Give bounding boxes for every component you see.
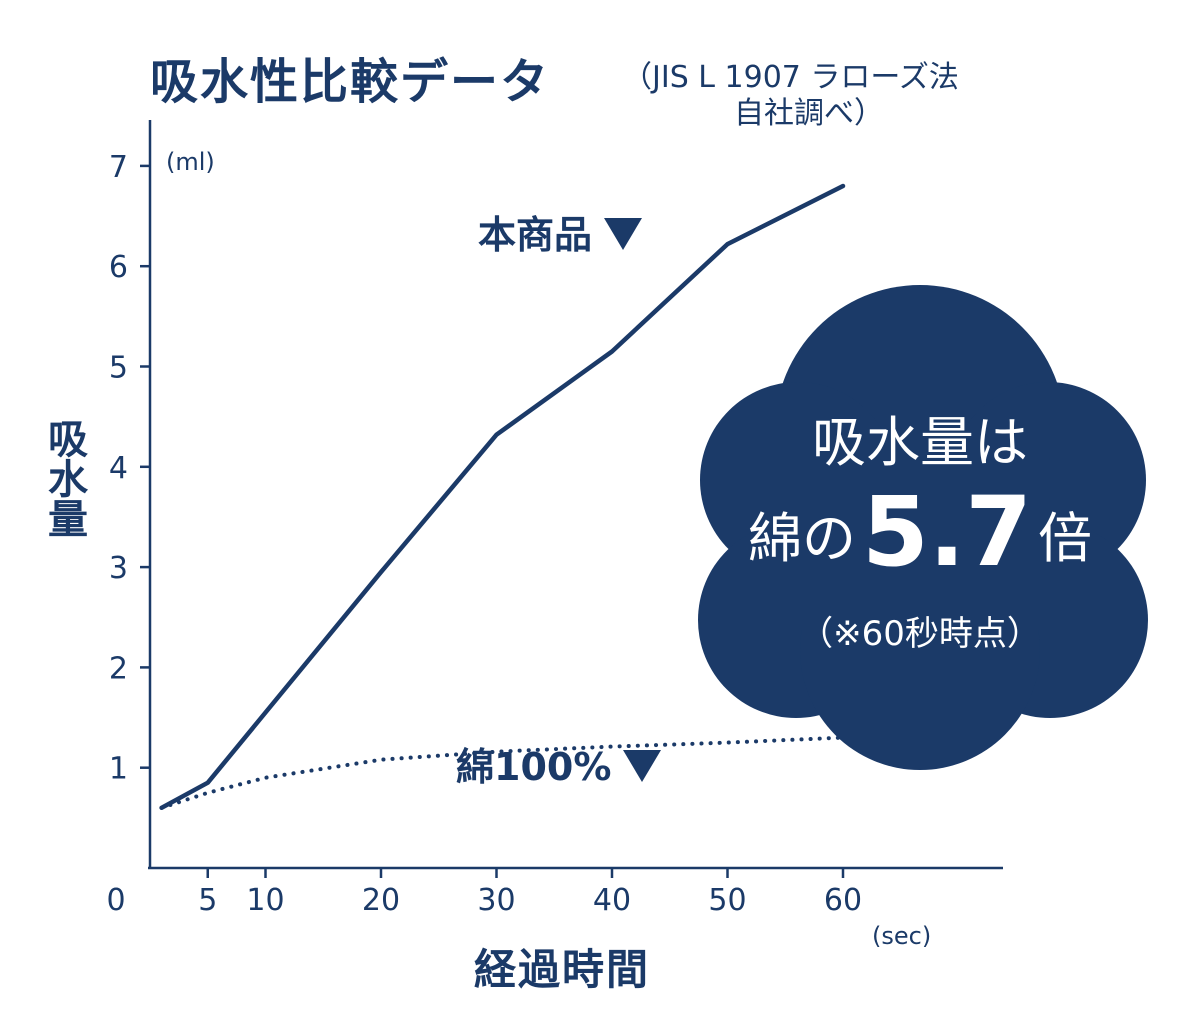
y-tick-label: 4 — [109, 451, 128, 486]
series-line-cotton — [159, 735, 845, 810]
y-tick-label: 5 — [109, 351, 128, 386]
callout-line-3: （※60秒時点） — [799, 614, 1041, 654]
x-axis-unit: (sec) — [872, 922, 932, 950]
callout-line-1: 吸水量は — [812, 411, 1028, 474]
x-tick-label: 30 — [477, 883, 515, 918]
series-line-product — [159, 183, 846, 811]
series-name-cotton: 綿100% — [456, 745, 612, 789]
y-tick-label: 6 — [109, 250, 128, 285]
series-name-product: 本商品 — [478, 213, 593, 257]
y-tick-label: 1 — [109, 752, 128, 787]
down-triangle-icon — [623, 749, 662, 782]
x-tick-label: 20 — [362, 883, 400, 918]
y-tick-label: 7 — [109, 150, 128, 185]
series-label-product: 本商品 — [478, 204, 643, 259]
x-tick-label: 5 — [198, 883, 217, 918]
subtitle-line-2: 自社調べ） — [734, 96, 884, 131]
callout-prefix: 綿の — [747, 507, 856, 570]
y-tick-label: 2 — [109, 651, 128, 686]
x-axis-label: 経過時間 — [474, 945, 651, 994]
y-tick-label: 3 — [109, 551, 128, 586]
chart-title: 吸水性比較データ — [150, 54, 551, 110]
down-triangle-icon — [604, 217, 643, 250]
chart-subtitle: （JIS L 1907 ラローズ法 自社調べ） — [622, 60, 1022, 132]
x-tick-label: 50 — [708, 883, 746, 918]
y-axis-label: 吸水量 — [41, 418, 87, 538]
callout-ratio: 5.7 — [861, 476, 1033, 588]
y-axis-unit: (ml) — [166, 148, 215, 176]
callout-suffix: 倍 — [1038, 507, 1093, 570]
x-tick-label: 10 — [246, 883, 284, 918]
x-tick-label: 60 — [824, 883, 862, 918]
x-tick-label: 40 — [593, 883, 631, 918]
callout-line-2: 綿の5.7 倍 — [700, 476, 1140, 588]
origin-label: 0 — [106, 883, 125, 918]
series-label-cotton: 綿100% — [456, 736, 662, 791]
subtitle-line-1: （JIS L 1907 ラローズ法 — [622, 60, 959, 95]
